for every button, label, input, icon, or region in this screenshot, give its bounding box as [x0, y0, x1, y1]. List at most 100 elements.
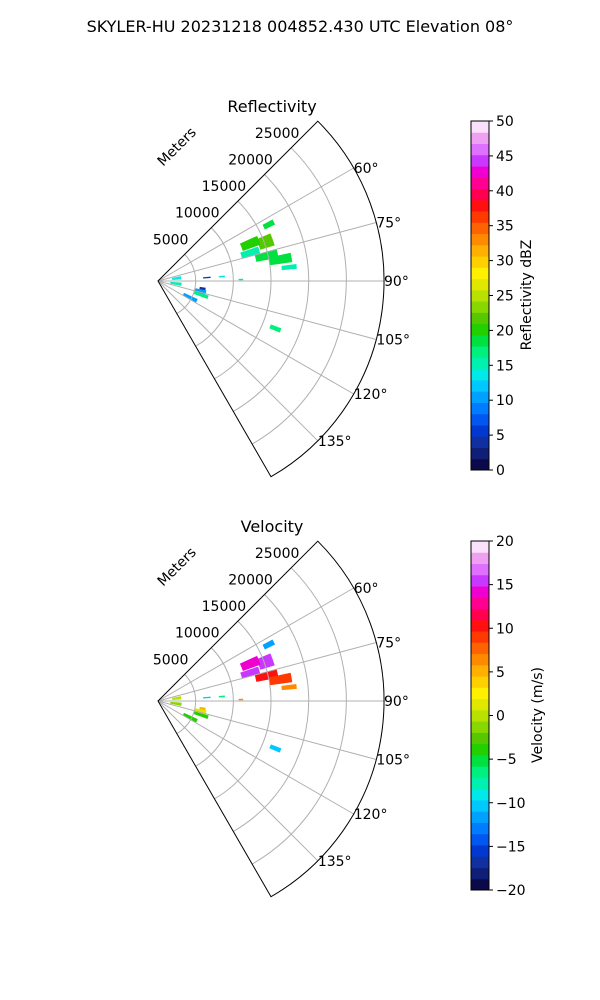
colorbar-step-20 — [471, 233, 489, 246]
colorbar-step-2 — [471, 856, 489, 868]
echo-1 — [256, 233, 275, 250]
range-ring-3 — [233, 594, 310, 832]
echo-1 — [256, 653, 275, 670]
velocity-panel: Velocity Meters 5000 10000 15000 20000 25000… — [153, 517, 546, 899]
azimuth-tick-label-0: 60° — [354, 581, 379, 597]
azimuth-tick-label-5: 135° — [318, 434, 352, 450]
azimuth-spoke-0 — [157, 587, 354, 702]
echo-8 — [218, 275, 225, 278]
echo-9 — [238, 278, 244, 281]
colorbar-step-2 — [471, 436, 489, 448]
range-tick-label-1: 10000 — [175, 206, 220, 222]
echo-7 — [203, 276, 211, 279]
azimuth-spoke-3 — [157, 700, 377, 760]
colorbar-step-18 — [471, 676, 489, 688]
azimuth-tick-label-4: 120° — [354, 387, 388, 403]
colorbar-tick-label-4: 20 — [496, 323, 514, 339]
colorbar-step-25 — [471, 597, 489, 610]
echo-11 — [170, 701, 182, 706]
sector-frame — [157, 120, 385, 478]
colorbar-step-14 — [471, 301, 489, 313]
colorbar-tick-label-5: 5 — [496, 665, 505, 681]
colorbar-step-25 — [471, 177, 489, 190]
colorbar-step-24 — [471, 608, 489, 621]
colorbar-step-15 — [471, 289, 489, 302]
colorbar-tick-label-1: −15 — [496, 839, 526, 855]
colorbar-tick-label-3: 15 — [496, 358, 514, 374]
colorbar-tick-label-10: 50 — [496, 114, 514, 130]
echo-15 — [182, 292, 198, 303]
echo-5 — [268, 672, 293, 686]
azimuth-tick-label-2: 90° — [384, 694, 409, 710]
colorbar-tick-label-1: 5 — [496, 428, 505, 444]
colorbar-step-22 — [471, 631, 489, 643]
azimuth-tick-label-3: 105° — [376, 753, 410, 769]
colorbar-step-6 — [471, 391, 489, 403]
colorbar-step-19 — [471, 664, 489, 677]
colorbar-step-13 — [471, 732, 489, 745]
azimuth-spoke-1 — [157, 642, 377, 702]
velocity-echoes — [170, 639, 297, 753]
reflectivity-grid — [157, 120, 385, 478]
range-tick-label-2: 15000 — [202, 179, 247, 195]
echo-2 — [239, 235, 261, 251]
range-ring-1 — [195, 227, 234, 347]
colorbar-step-7 — [471, 799, 489, 812]
colorbar-step-6 — [471, 811, 489, 823]
echo-11 — [170, 281, 182, 286]
sector-frame — [157, 540, 385, 898]
azimuth-spoke-4 — [157, 700, 354, 815]
colorbar-tick-label-2: −10 — [496, 796, 526, 812]
colorbar-tick-label-5: 25 — [496, 289, 514, 305]
colorbar-step-29 — [471, 132, 489, 145]
colorbar-step-30 — [471, 121, 489, 133]
echo-10 — [172, 696, 182, 701]
colorbar-step-19 — [471, 244, 489, 257]
colorbar-step-18 — [471, 256, 489, 268]
range-tick-label-0: 5000 — [153, 232, 189, 248]
colorbar-step-11 — [471, 334, 489, 347]
colorbar-step-8 — [471, 368, 489, 381]
range-ring-3 — [233, 174, 310, 412]
reflectivity-title: Reflectivity — [227, 97, 316, 116]
colorbar-step-27 — [471, 574, 489, 587]
velocity-colorbar: −20 −15 −10 −5 0 5 10 15 20 — [470, 534, 526, 899]
colorbar-step-12 — [471, 743, 489, 756]
colorbar-step-28 — [471, 143, 489, 156]
colorbar-step-5 — [471, 822, 489, 835]
colorbar-step-9 — [471, 777, 489, 790]
reflectivity-range-ticks: 5000 10000 15000 20000 25000 — [153, 126, 300, 249]
colorbar-tick-label-7: 35 — [496, 219, 514, 235]
azimuth-tick-label-3: 105° — [376, 333, 410, 349]
echo-2 — [239, 655, 261, 671]
azimuth-tick-label-2: 90° — [384, 274, 409, 290]
colorbar-tick-label-7: 15 — [496, 578, 514, 594]
azimuth-spoke-4 — [157, 280, 354, 395]
velocity-colorbar-label: Velocity (m/s) — [530, 667, 546, 763]
range-tick-label-4: 25000 — [255, 546, 300, 562]
colorbar-tick-label-6: 30 — [496, 254, 514, 270]
azimuth-tick-label-0: 60° — [354, 161, 379, 177]
velocity-title: Velocity — [241, 517, 304, 536]
colorbar-tick-label-3: −5 — [496, 752, 517, 768]
colorbar-step-1 — [471, 867, 489, 880]
range-ring-4 — [251, 147, 347, 445]
colorbar-tick-label-0: 0 — [496, 463, 505, 479]
colorbar-step-5 — [471, 402, 489, 415]
colorbar-tick-label-2: 10 — [496, 393, 514, 409]
echo-14 — [193, 711, 209, 720]
colorbar-step-22 — [471, 211, 489, 223]
echo-9 — [238, 698, 244, 701]
colorbar-step-12 — [471, 323, 489, 336]
reflectivity-colorbar-label: Reflectivity dBZ — [519, 240, 535, 351]
echo-15 — [182, 712, 198, 723]
colorbar-tick-label-0: −20 — [496, 883, 526, 899]
colorbar-step-17 — [471, 687, 489, 700]
echo-10 — [172, 276, 182, 281]
colorbar-step-23 — [471, 619, 489, 632]
range-tick-label-3: 20000 — [228, 152, 273, 168]
colorbar-step-8 — [471, 788, 489, 801]
colorbar-step-16 — [471, 698, 489, 711]
azimuth-spoke-0 — [157, 167, 354, 282]
echo-8 — [218, 695, 225, 698]
